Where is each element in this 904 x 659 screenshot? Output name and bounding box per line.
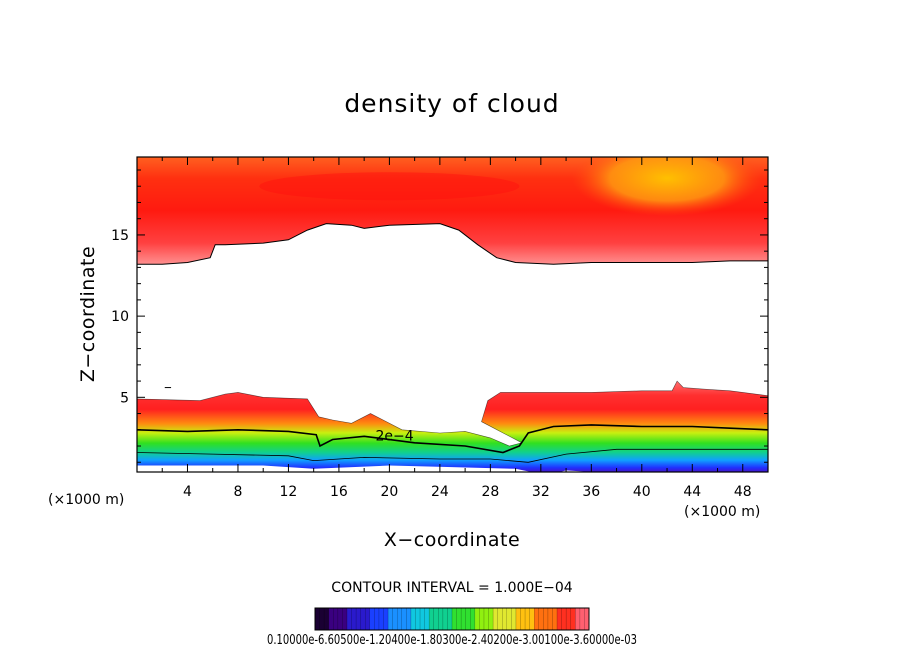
colorbar-swatch [543, 608, 549, 630]
x-tick-label: 28 [481, 484, 499, 500]
x-unit-left: (×1000 m) [48, 492, 124, 508]
contour-2e-4 [137, 424, 768, 454]
colorbar-swatch [506, 608, 512, 630]
colorbar-swatch [324, 608, 330, 630]
colorbar-swatch [447, 608, 453, 630]
contour-label: 2e−4 [376, 428, 414, 444]
colorbar-swatch [575, 608, 581, 630]
colorbar-swatch [369, 608, 375, 630]
colorbar-swatch [538, 608, 544, 630]
colorbar-swatch [420, 608, 426, 630]
colorbar-swatch [397, 608, 403, 630]
lower-cloud-region [137, 381, 768, 472]
colorbar-swatch [465, 608, 471, 630]
y-axis-title: Z−coordinate [77, 246, 99, 382]
colorbar-swatch [547, 608, 553, 630]
x-tick-label: 48 [734, 484, 752, 500]
upper-cloud-orange-core [572, 157, 763, 217]
x-tick-label: 44 [683, 484, 701, 500]
colorbar-swatch [429, 608, 435, 630]
colorbar-swatch [479, 608, 485, 630]
contour-interval: CONTOUR INTERVAL = 1.000E−04 [331, 580, 572, 596]
x-tick-label: 32 [532, 484, 550, 500]
colorbar-swatch [383, 608, 389, 630]
colorbar-swatch [337, 608, 343, 630]
colorbar-swatch [584, 608, 590, 630]
colorbar-swatch [356, 608, 362, 630]
colorbar-swatch [483, 608, 490, 630]
x-tick-label: 20 [380, 484, 398, 500]
y-tick-label: 10 [111, 309, 129, 325]
contour-lower [137, 448, 768, 463]
colorbar-swatch [415, 608, 421, 630]
y-tick-label: 5 [120, 390, 129, 406]
colorbar-swatch [333, 608, 339, 630]
colorbar-swatch [529, 608, 535, 630]
y-tick-label: 15 [111, 228, 129, 244]
colorbar-swatch [452, 608, 458, 630]
colorbar-swatch [342, 608, 348, 630]
colorbar-swatch [461, 608, 467, 630]
colorbar-swatch [442, 608, 448, 630]
colorbar-swatch [328, 608, 334, 630]
colorbar-swatch [552, 608, 558, 630]
colorbar-swatch [474, 608, 480, 630]
colorbar-swatch [525, 608, 531, 630]
colorbar-swatch [579, 608, 585, 630]
colorbar-swatch [410, 608, 416, 630]
colorbar-swatch [388, 608, 394, 630]
colorbar-swatch [438, 608, 444, 630]
colorbar-swatch [392, 608, 398, 630]
colorbar-swatch [470, 608, 476, 630]
colorbar-swatch [433, 608, 439, 630]
colorbar-swatch [360, 608, 366, 630]
colorbar-swatch [561, 608, 567, 630]
colorbar-swatch [315, 608, 321, 630]
x-tick-label: 40 [633, 484, 651, 500]
upper-cloud-red-core [259, 172, 520, 201]
colorbar-swatch [319, 608, 325, 630]
colorbar-swatch [406, 608, 412, 630]
colorbar-swatch [497, 608, 503, 630]
colorbar-swatch [511, 608, 517, 630]
colorbar-swatch [502, 608, 508, 630]
colorbar-swatch [374, 608, 380, 630]
colorbar-swatch [493, 608, 499, 630]
x-tick-label: 4 [183, 484, 192, 500]
colorbar-swatch [520, 608, 526, 630]
colorbar-swatch [566, 608, 572, 630]
colorbar-swatch [557, 608, 563, 630]
colorbar-labels: 0.10000e-6.60500e-1.20400e-1.80300e-2.40… [267, 633, 637, 648]
x-tick-label: 8 [233, 484, 242, 500]
x-tick-label: 12 [280, 484, 298, 500]
colorbar-swatch [346, 608, 353, 630]
x-tick-label: 24 [431, 484, 449, 500]
colorbar-swatch [401, 608, 407, 630]
colorbar-swatch [534, 608, 540, 630]
lower-cloud-outline [137, 380, 768, 447]
colorbar-swatch [515, 608, 521, 630]
colorbar-swatch [351, 608, 357, 630]
colorbar-swatch [424, 608, 430, 630]
colorbar-frame [314, 607, 590, 631]
upper-cloud-contour [137, 223, 768, 265]
colorbar-swatch [488, 608, 494, 630]
x-tick-label: 16 [330, 484, 348, 500]
x-axis-title: X−coordinate [384, 529, 520, 551]
colorbar-swatch [378, 608, 384, 630]
colorbar-swatch [570, 608, 576, 630]
plot-frame [136, 156, 769, 473]
chart-title: density of cloud [344, 89, 559, 118]
x-tick-label: 36 [582, 484, 600, 500]
x-unit-right: (×1000 m) [684, 504, 760, 520]
colorbar-swatch [365, 608, 371, 630]
colorbar-swatch [456, 608, 462, 630]
